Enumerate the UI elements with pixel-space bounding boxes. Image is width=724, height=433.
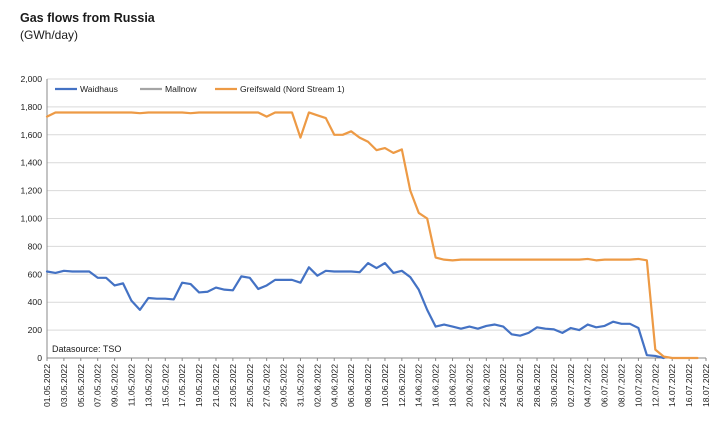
series-line-waidhaus [45, 262, 665, 360]
y-tick-label: 1,800 [20, 102, 42, 112]
x-tick-label: 29.05.2022 [279, 364, 289, 407]
x-tick-label: 02.06.2022 [312, 364, 322, 407]
legend-label-mallnow: Mallnow [165, 84, 197, 94]
x-tick-label: 28.06.2022 [532, 364, 542, 407]
legend-label-greifswald: Greifswald (Nord Stream 1) [240, 84, 345, 94]
x-tick-label: 06.07.2022 [600, 364, 610, 407]
x-tick-label: 14.07.2022 [667, 364, 677, 407]
y-tick-label: 1,200 [20, 186, 42, 196]
x-tick-label: 21.05.2022 [211, 364, 221, 407]
x-tick-label: 17.05.2022 [177, 364, 187, 407]
chart-unit-subtitle: (GWh/day) [20, 28, 79, 42]
y-tick-label: 1,400 [20, 158, 42, 168]
x-tick-label: 25.05.2022 [245, 364, 255, 407]
x-tick-label: 07.05.2022 [93, 364, 103, 407]
x-tick-label: 13.05.2022 [143, 364, 153, 407]
x-tick-label: 24.06.2022 [498, 364, 508, 407]
x-tick-label: 31.05.2022 [295, 364, 305, 407]
y-tick-label: 2,000 [20, 74, 42, 84]
x-tick-label: 12.06.2022 [397, 364, 407, 407]
series-lines [45, 111, 699, 360]
datasource-note: Datasource: TSO [52, 344, 121, 354]
legend: Waidhaus Mallnow Greifswald (Nord Stream… [55, 84, 345, 94]
x-tick-label: 11.05.2022 [126, 364, 136, 407]
x-tick-label: 10.07.2022 [633, 364, 643, 407]
x-tick-label: 19.05.2022 [194, 364, 204, 407]
x-tick-label: 20.06.2022 [464, 364, 474, 407]
x-tick-label: 04.07.2022 [583, 364, 593, 407]
x-tick-label: 12.07.2022 [650, 364, 660, 407]
y-axis-ticks: 0 200 400 600 800 1,000 1,200 1,400 1,600 1,800 2,… [20, 74, 42, 363]
x-tick-label: 08.07.2022 [617, 364, 627, 407]
grid-lines [46, 78, 706, 359]
x-tick-label: 16.07.2022 [684, 364, 694, 407]
x-tick-label: 23.05.2022 [228, 364, 238, 407]
x-tick-label: 08.06.2022 [363, 364, 373, 407]
series-line-greifswald-nord-stream-1 [45, 111, 699, 360]
x-tick-label: 26.06.2022 [515, 364, 525, 407]
x-tick-label: 27.05.2022 [262, 364, 272, 407]
x-tick-label: 16.06.2022 [431, 364, 441, 407]
y-tick-label: 1,000 [20, 214, 42, 224]
legend-label-waidhaus: Waidhaus [80, 84, 118, 94]
x-tick-label: 01.05.2022 [42, 364, 52, 407]
y-tick-label: 200 [28, 325, 43, 335]
y-tick-label: 600 [28, 269, 43, 279]
y-tick-label: 400 [28, 297, 43, 307]
x-tick-label: 03.05.2022 [59, 364, 69, 407]
chart-title: Gas flows from Russia [20, 11, 155, 25]
x-tick-label: 02.07.2022 [566, 364, 576, 407]
x-tick-label: 22.06.2022 [481, 364, 491, 407]
x-tick-label: 15.05.2022 [160, 364, 170, 407]
y-tick-label: 0 [37, 353, 42, 363]
y-tick-label: 1,600 [20, 130, 42, 140]
x-tick-label: 09.05.2022 [110, 364, 120, 407]
x-tick-label: 05.05.2022 [76, 364, 86, 407]
x-axis-ticks: 01.05.2022 03.05.2022 05.05.2022 07.05.2022… [42, 358, 711, 407]
y-tick-label: 800 [28, 241, 43, 251]
x-tick-label: 04.06.2022 [329, 364, 339, 407]
x-tick-label: 30.06.2022 [549, 364, 559, 407]
x-tick-label: 18.07.2022 [701, 364, 711, 407]
x-tick-label: 06.06.2022 [346, 364, 356, 407]
x-tick-label: 10.06.2022 [380, 364, 390, 407]
x-tick-label: 18.06.2022 [448, 364, 458, 407]
x-tick-label: 14.06.2022 [414, 364, 424, 407]
